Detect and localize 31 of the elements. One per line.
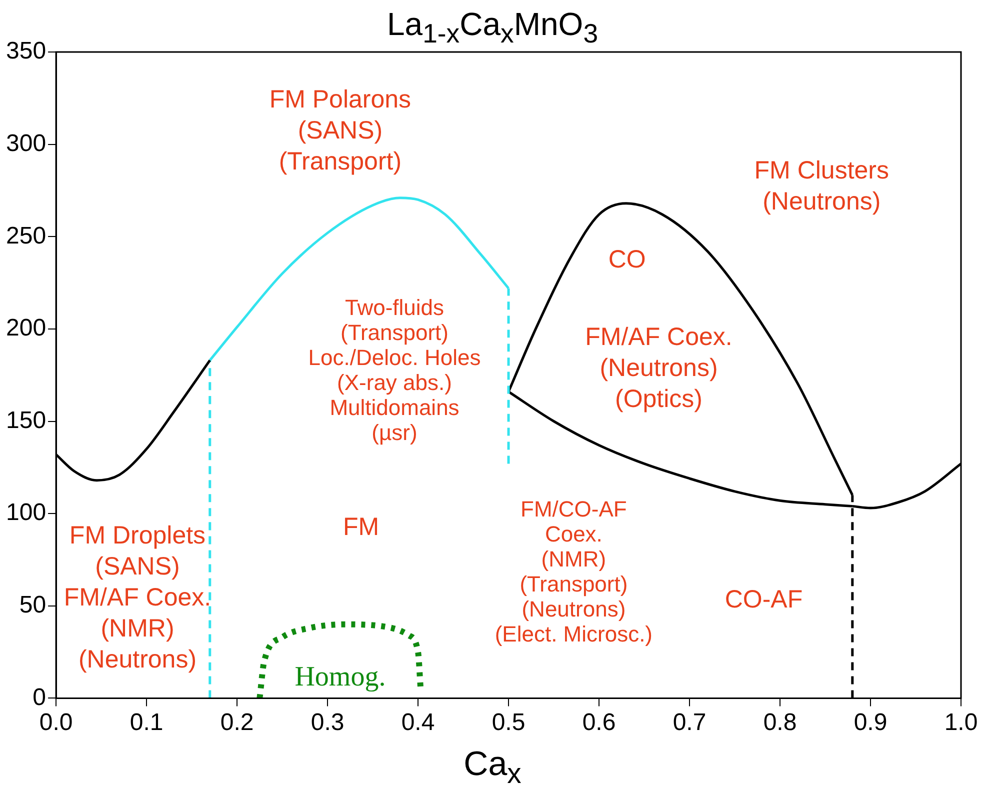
annotation: CO-AF [724,586,803,614]
x-tick-label: 0.4 [401,709,435,736]
x-tick-label: 0.6 [582,709,616,736]
y-tick-label: 300 [6,130,46,157]
chart-title: La$_{1-x}$Ca$_{x}$MnO$_{3}$ [386,6,598,48]
x-tick-label: 0.9 [854,709,888,736]
x-tick-label: 0.7 [672,709,706,736]
y-tick-label: 250 [6,222,46,250]
annotation: FM Droplets (SANS) FM/AF Coex. (NMR) (Neutrons) [64,522,212,674]
annotation: CO [608,246,646,274]
annotation: FM [342,513,380,542]
annotation: FM Clusters (Neutrons) [754,156,890,216]
annotation: FM/AF Coex. (Neutrons) (Optics) [585,323,732,414]
y-tick-label: 150 [6,406,46,434]
x-tick-label: 1.0 [944,709,978,736]
annotation: Two-fluids (Transport) Loc./Deloc. Holes (X-ray abs.) Multidomains (µsr) [308,294,481,445]
annotation: FM Polarons (SANS) (Transport) [269,85,412,176]
x-tick-label: 0.3 [310,709,344,736]
y-tick-label: 100 [6,499,46,526]
series-label: Homog. [294,662,386,693]
x-tick-label: 0.5 [492,709,526,736]
x-axis-title: Ca$_{x}$ [462,745,522,791]
annotation: FM/CO-AF Coex. (NMR) (Transport) (Neutrons) (Elect. Microsc.) [494,496,653,646]
y-tick-label: 350 [6,38,46,65]
y-tick-label: 0 [32,684,46,711]
y-tick-label: 200 [6,314,46,342]
y-tick-label: 50 [19,592,46,619]
x-tick-label: 0.0 [39,709,73,736]
x-tick-label: 0.1 [130,709,164,736]
x-tick-label: 0.8 [763,709,797,736]
x-tick-label: 0.2 [220,709,254,736]
